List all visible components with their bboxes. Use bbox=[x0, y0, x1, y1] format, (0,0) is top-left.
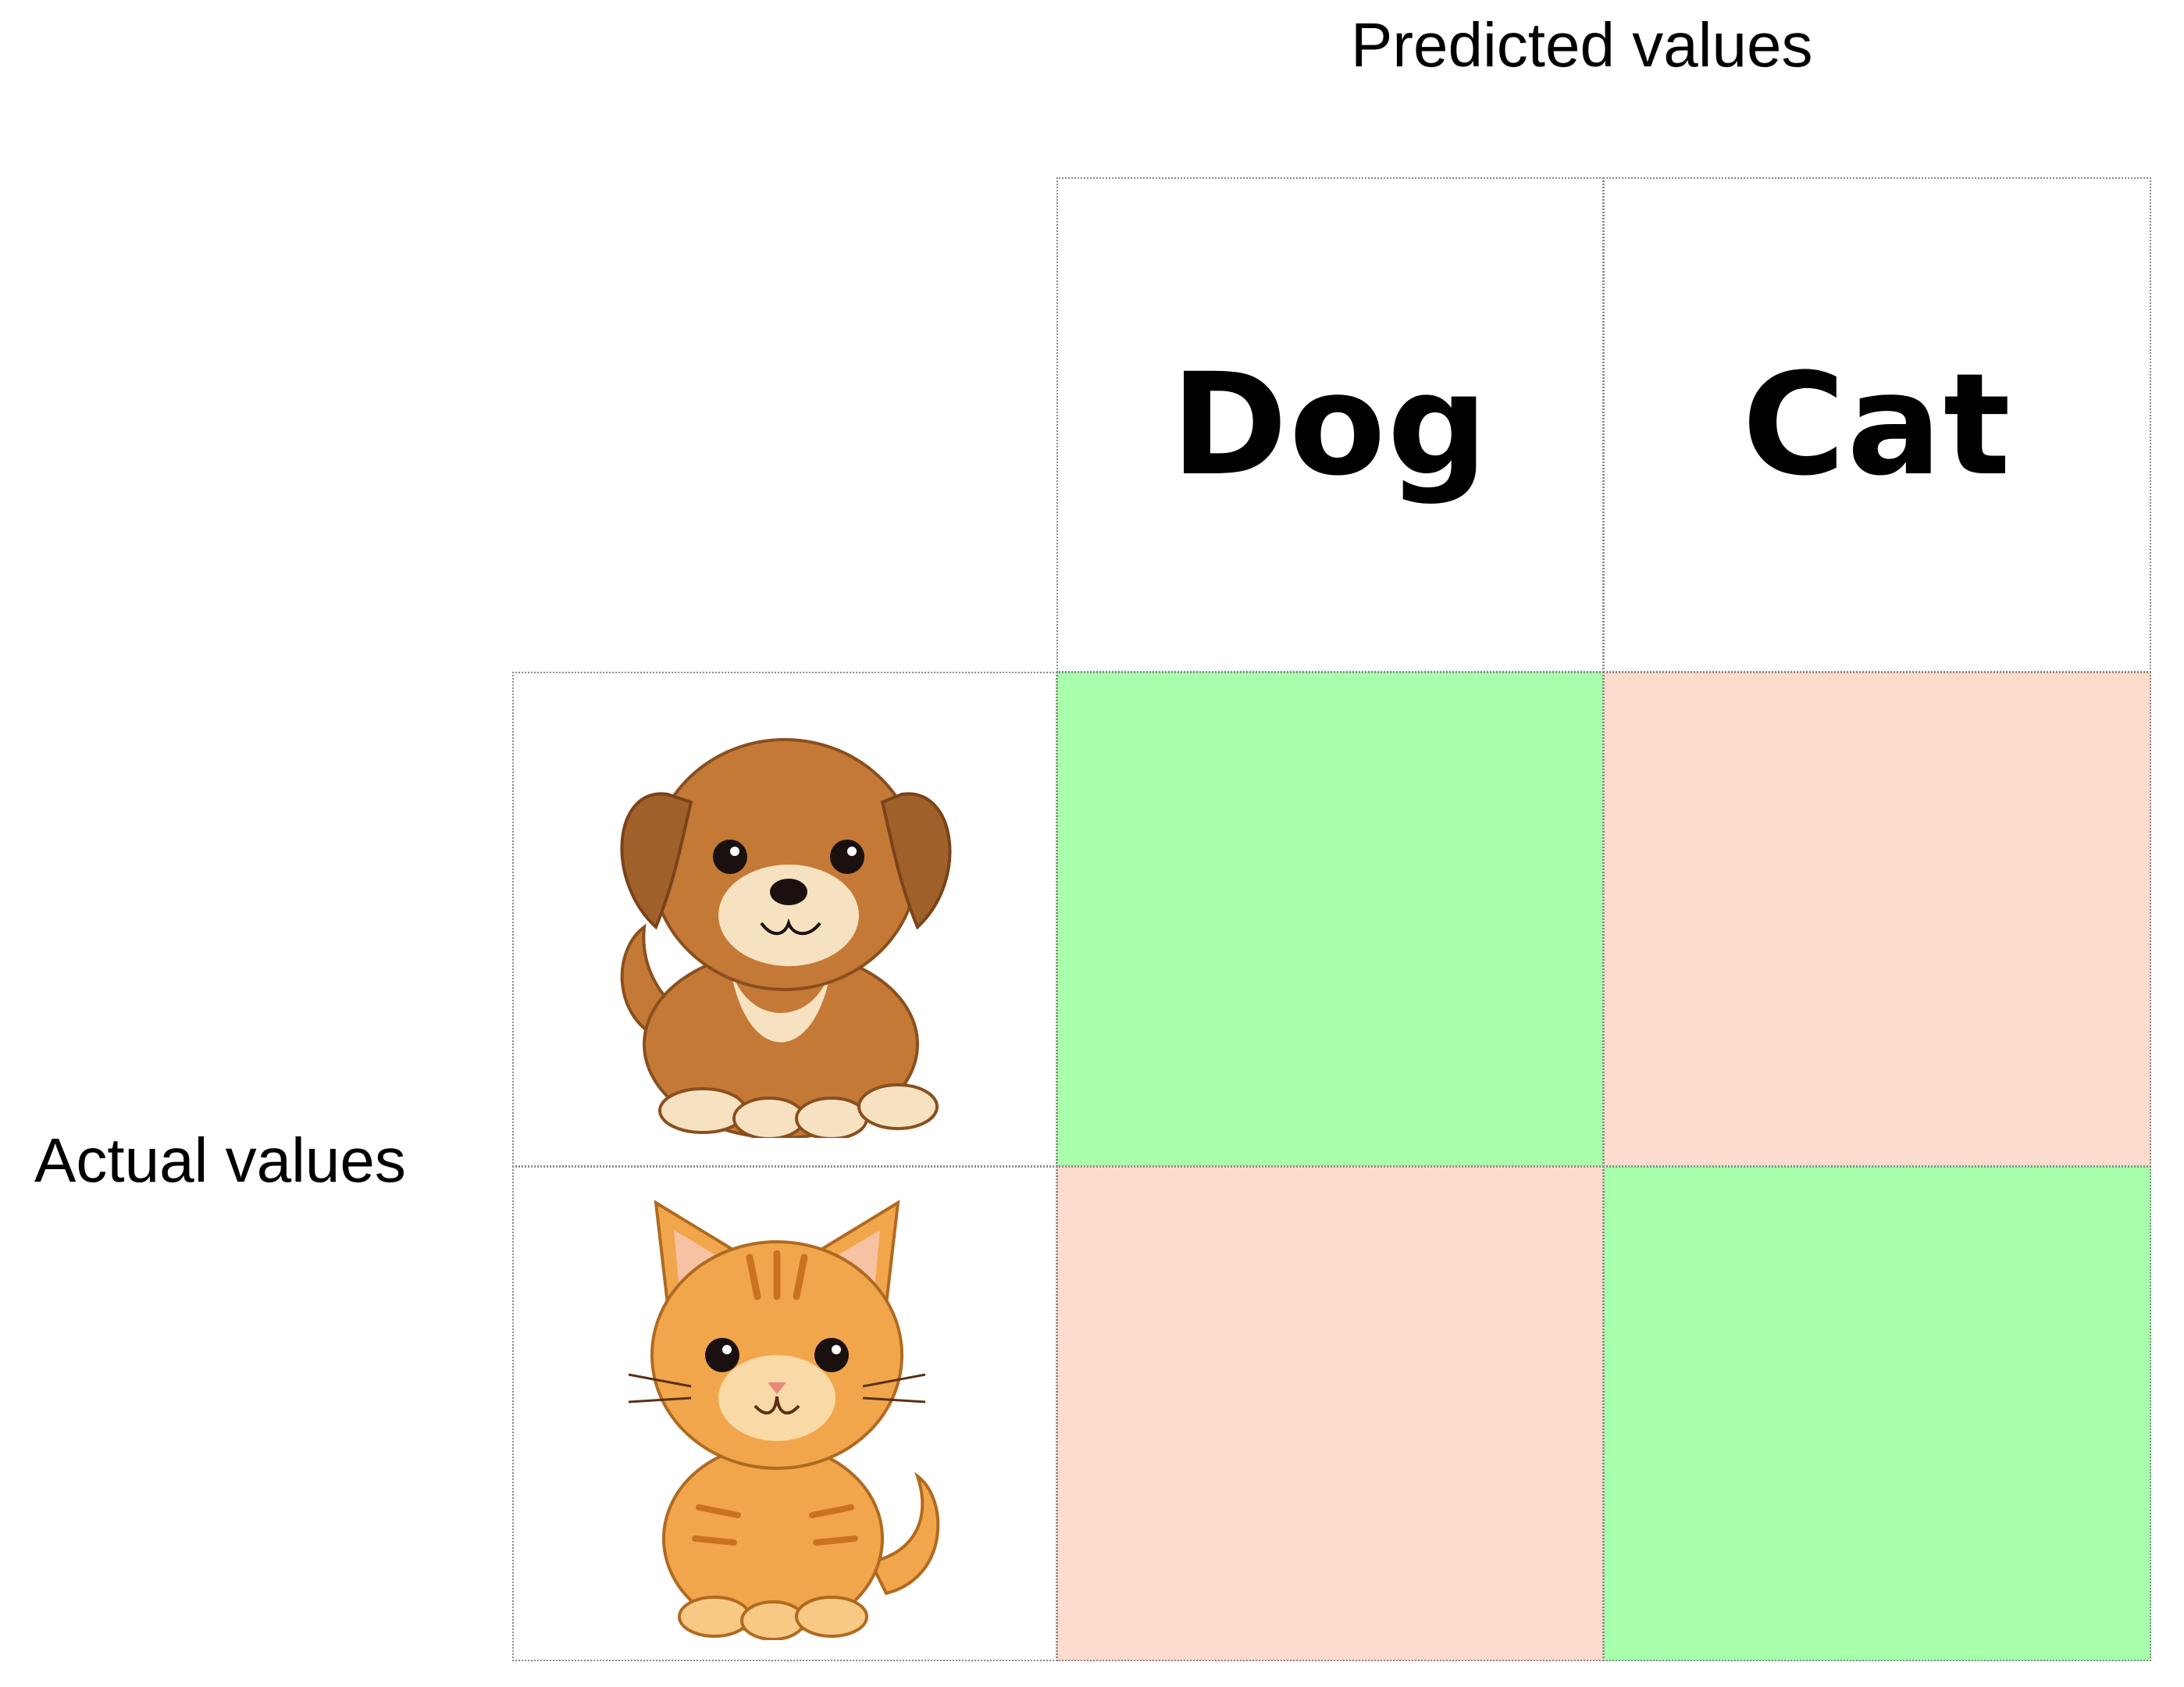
row-header-cat bbox=[512, 1166, 1057, 1661]
column-header-cat-label: Cat bbox=[1742, 343, 2012, 507]
actual-values-label: Actual values bbox=[34, 1125, 406, 1195]
column-header-dog-label: Dog bbox=[1170, 343, 1490, 507]
matrix-cell-dog-dog bbox=[1056, 672, 1604, 1167]
matrix-cell-cat-dog bbox=[1056, 1166, 1604, 1661]
row-header-dog bbox=[512, 672, 1057, 1167]
matrix-cell-cat-cat bbox=[1603, 1166, 2151, 1661]
kitten-icon bbox=[628, 1200, 940, 1640]
predicted-values-label: Predicted values bbox=[1351, 10, 1813, 80]
matrix-cell-dog-cat bbox=[1603, 672, 2151, 1167]
column-header-dog: Dog bbox=[1056, 177, 1604, 672]
puppy-icon bbox=[620, 738, 952, 1138]
column-header-cat: Cat bbox=[1603, 177, 2151, 672]
